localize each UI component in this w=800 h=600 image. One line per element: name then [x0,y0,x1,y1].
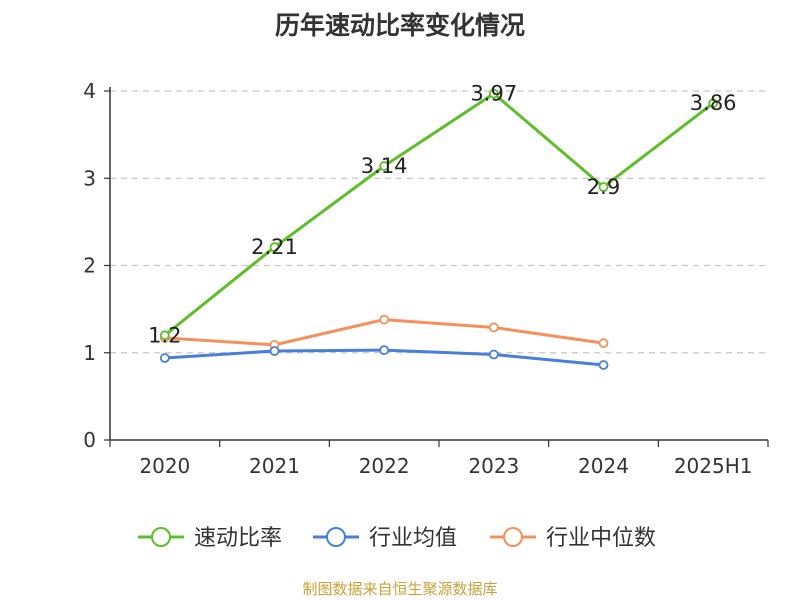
data-point [159,330,170,341]
y-tick-label: 2 [83,254,96,278]
data-label: 3.14 [361,154,408,178]
x-tick-label: 2025H1 [674,454,753,478]
data-point [269,346,280,356]
data-label-layer: 1.2 2.21 3.14 3.97 2.9 3.86 [148,82,736,348]
y-tick-label: 3 [83,166,96,190]
data-point [159,353,170,363]
chart-title: 历年速动比率变化情况 [274,11,525,40]
data-label: 3.97 [470,82,517,106]
legend-label: 行业中位数 [546,526,656,551]
y-tick-label: 1 [83,341,96,365]
data-label: 2.21 [251,235,298,259]
data-point [379,314,390,325]
axis-layer: 0 1 2 3 4 2020 2021 2022 2023 2024 2025H1 [83,79,769,478]
data-point [598,360,609,370]
data-point [379,161,390,171]
x-tick-label: 2023 [468,454,519,478]
y-tick-label: 4 [83,79,96,103]
x-tick-label: 2020 [139,454,190,478]
data-point [598,182,609,192]
data-label: 1.2 [148,323,181,347]
data-label: 2.9 [587,175,620,199]
legend-label: 行业均值 [369,526,457,551]
legend: 速动比率 行业均值 行业中位数 [138,526,656,551]
legend-label: 速动比率 [194,526,282,551]
legend-marker [503,527,523,547]
data-point [488,88,499,99]
data-point [708,98,719,109]
x-tick-label: 2021 [249,454,300,478]
series-layer [159,88,719,370]
legend-marker [326,527,346,547]
data-point [488,322,499,333]
data-point [598,338,609,349]
legend-marker [151,527,171,547]
x-tick-label: 2022 [359,454,410,478]
y-tick-label: 0 [83,428,96,452]
series-line-0 [163,92,715,337]
data-label: 3.86 [690,91,737,115]
x-tick-label: 2024 [578,454,629,478]
source-note: 制图数据来自恒生聚源数据库 [302,580,498,598]
data-point [269,242,280,253]
data-point [488,349,499,360]
data-point [379,345,390,356]
